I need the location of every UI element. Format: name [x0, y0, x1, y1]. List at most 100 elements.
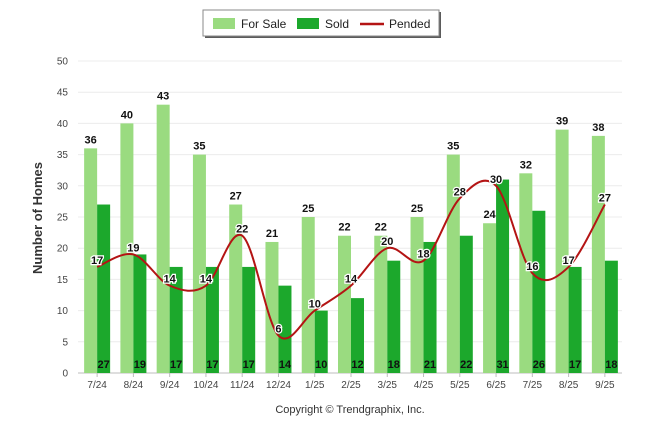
sold-bar	[242, 266, 256, 373]
x-tick-label: 2/25	[341, 380, 361, 391]
for-sale-bar	[156, 104, 170, 374]
pended-value-label: 17	[562, 255, 574, 267]
sold-value-label: 17	[569, 359, 581, 371]
sold-bar	[568, 266, 582, 373]
for-sale-bar	[410, 217, 424, 373]
y-axis-title: Number of Homes	[30, 162, 45, 274]
y-tick-label: 15	[57, 275, 69, 286]
for-sale-bar	[120, 123, 134, 374]
for-sale-bar	[301, 217, 315, 373]
x-tick-label: 7/24	[87, 380, 107, 391]
x-tick-label: 8/24	[124, 380, 144, 391]
y-tick-label: 0	[62, 369, 68, 380]
sold-bar	[532, 210, 546, 373]
legend-label-pended: Pended	[389, 17, 430, 31]
x-tick-label: 6/25	[486, 380, 506, 391]
sold-value-label: 18	[605, 359, 617, 371]
x-tick-label: 11/24	[230, 380, 255, 391]
for-sale-bar	[84, 148, 98, 373]
sold-value-label: 22	[460, 359, 472, 371]
for-sale-value-label: 32	[520, 159, 532, 171]
y-tick-label: 25	[57, 213, 69, 224]
x-tick-label: 1/25	[305, 380, 325, 391]
y-tick-label: 20	[57, 244, 69, 255]
y-tick-label: 35	[57, 150, 69, 161]
sold-bar	[604, 260, 618, 373]
for-sale-bar	[265, 241, 279, 373]
y-tick-label: 5	[62, 337, 68, 348]
for-sale-bar	[519, 173, 533, 373]
pended-value-label: 17	[91, 255, 103, 267]
pended-line	[96, 179, 606, 340]
for-sale-value-label: 21	[266, 228, 278, 240]
x-tick-label: 4/25	[414, 380, 434, 391]
for-sale-value-label: 40	[121, 109, 133, 121]
sold-value-label: 10	[315, 359, 327, 371]
sold-value-label: 17	[206, 359, 218, 371]
legend-label-for-sale: For Sale	[241, 17, 287, 31]
x-tick-label: 3/25	[378, 380, 398, 391]
for-sale-bar	[591, 135, 605, 373]
for-sale-bar	[338, 235, 351, 373]
for-sale-bar	[192, 154, 206, 373]
y-tick-label: 10	[57, 306, 69, 317]
for-sale-value-label: 36	[85, 134, 97, 146]
for-sale-value-label: 35	[447, 141, 459, 153]
sold-bar	[278, 285, 292, 373]
for-sale-value-label: 25	[411, 203, 423, 215]
sold-bar	[351, 298, 364, 373]
legend-label-sold: Sold	[325, 17, 349, 31]
pended-line-group	[96, 179, 606, 340]
for-sale-value-label: 27	[230, 191, 242, 203]
sold-value-label: 19	[134, 359, 146, 371]
sold-value-label: 12	[351, 359, 363, 371]
x-tick-label: 10/24	[193, 380, 218, 391]
for-sale-value-label: 22	[338, 222, 350, 234]
y-tick-label: 45	[57, 88, 69, 99]
sold-bar	[387, 260, 401, 373]
pended-value-label: 19	[127, 242, 139, 254]
for-sale-bar	[446, 154, 460, 373]
sold-value-label: 17	[243, 359, 255, 371]
pended-value-label: 14	[200, 274, 213, 286]
for-sale-bar	[483, 223, 497, 373]
sold-value-label: 21	[424, 359, 436, 371]
sold-value-label: 14	[279, 359, 292, 371]
sold-value-label: 27	[98, 359, 110, 371]
y-tick-label: 50	[57, 57, 69, 68]
for-sale-bar	[229, 204, 243, 373]
x-tick-label: 8/25	[559, 380, 579, 391]
for-sale-bar	[374, 235, 388, 373]
for-sale-value-label: 43	[157, 91, 169, 103]
pended-value-label: 27	[599, 193, 611, 205]
sold-value-label: 18	[388, 359, 400, 371]
pended-value-label: 28	[454, 186, 466, 198]
x-tick-label: 9/25	[595, 380, 615, 391]
sold-value-label: 31	[496, 359, 508, 371]
for-sale-value-label: 38	[592, 122, 604, 134]
legend-swatch-sold	[297, 18, 319, 29]
copyright-credit: Copyright © Trendgraphix, Inc.	[275, 404, 424, 416]
legend-swatch-for-sale	[213, 18, 235, 29]
pended-value-label: 18	[417, 249, 429, 261]
for-sale-value-label: 22	[375, 222, 387, 234]
pended-value-label: 10	[309, 299, 321, 311]
legend-box	[202, 9, 440, 37]
for-sale-value-label: 35	[193, 141, 205, 153]
y-axis-ticks: 0 5 10 15 20 25 30 35 40 45 50	[57, 57, 69, 380]
pended-value-label: 20	[381, 236, 393, 248]
pended-value-label: 14	[164, 274, 177, 286]
sold-bar	[423, 241, 437, 373]
y-tick-label: 40	[57, 119, 69, 130]
pended-value-label: 6	[275, 324, 281, 336]
x-tick-label: 12/24	[266, 380, 291, 391]
pended-value-label: 14	[345, 274, 358, 286]
pended-value-label: 22	[236, 224, 248, 236]
sold-bar	[496, 179, 510, 373]
x-axis-ticks: 7/24 8/24 9/24 10/24 11/24 12/24 1/25 2/25 3/25 4…	[87, 373, 615, 391]
sold-bar	[459, 235, 473, 373]
x-tick-label: 5/25	[450, 380, 470, 391]
x-tick-label: 9/24	[160, 380, 180, 391]
sold-bar	[205, 266, 219, 373]
